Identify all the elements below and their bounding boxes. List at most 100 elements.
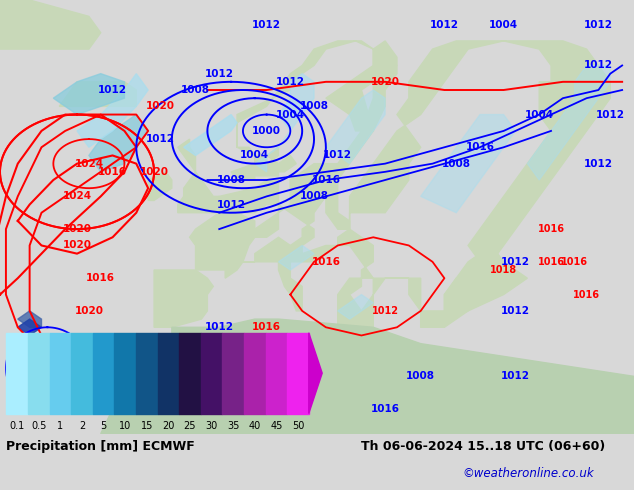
Text: 1004: 1004 <box>276 110 305 120</box>
Text: 1016: 1016 <box>39 339 68 349</box>
Polygon shape <box>219 180 326 262</box>
Polygon shape <box>278 245 314 270</box>
Polygon shape <box>290 41 397 229</box>
Text: 1012: 1012 <box>584 20 613 29</box>
Text: 1020: 1020 <box>371 77 399 87</box>
Polygon shape <box>278 254 302 311</box>
Bar <box>158 333 179 414</box>
Text: 1020: 1020 <box>63 224 91 234</box>
Bar <box>287 333 309 414</box>
Bar <box>6 333 28 414</box>
Text: 30: 30 <box>205 421 217 431</box>
Text: 1000: 1000 <box>252 126 281 136</box>
Text: 1016: 1016 <box>98 167 127 177</box>
Text: 15: 15 <box>141 421 153 431</box>
Text: 1012: 1012 <box>252 404 281 414</box>
Text: 1016: 1016 <box>573 290 600 299</box>
Text: 1016: 1016 <box>538 257 564 267</box>
Polygon shape <box>421 245 527 327</box>
Text: 1012: 1012 <box>205 380 234 390</box>
Text: 1020: 1020 <box>74 306 103 316</box>
Text: 1016: 1016 <box>311 257 340 267</box>
Bar <box>223 333 244 414</box>
Text: 1008: 1008 <box>406 371 435 381</box>
Text: 1008: 1008 <box>299 192 328 201</box>
Text: 1012: 1012 <box>276 77 305 87</box>
Text: 1012: 1012 <box>501 257 530 267</box>
Text: 1020: 1020 <box>139 167 169 177</box>
Text: 1020: 1020 <box>63 241 91 250</box>
Text: 1008: 1008 <box>299 101 328 111</box>
Text: 1008: 1008 <box>442 159 470 169</box>
Polygon shape <box>338 294 373 319</box>
Polygon shape <box>338 41 611 262</box>
Text: 0.5: 0.5 <box>31 421 46 431</box>
Polygon shape <box>231 41 397 180</box>
Text: 1012: 1012 <box>501 306 530 316</box>
Text: 1012: 1012 <box>584 60 613 71</box>
Polygon shape <box>326 90 385 164</box>
Polygon shape <box>77 74 148 147</box>
Polygon shape <box>89 115 148 172</box>
Text: 45: 45 <box>270 421 283 431</box>
Text: 1008: 1008 <box>181 85 210 95</box>
Text: 1024: 1024 <box>74 159 103 169</box>
Text: 1004: 1004 <box>240 150 269 160</box>
Text: 10: 10 <box>119 421 131 431</box>
Bar <box>49 333 71 414</box>
Polygon shape <box>309 333 322 414</box>
Text: 1018: 1018 <box>490 265 517 275</box>
Text: 1012: 1012 <box>98 85 127 95</box>
Polygon shape <box>255 155 278 176</box>
Polygon shape <box>148 172 172 200</box>
Polygon shape <box>421 115 515 213</box>
Text: 1012: 1012 <box>430 20 459 29</box>
Text: 1016: 1016 <box>86 273 115 283</box>
Text: 1016: 1016 <box>561 257 588 267</box>
Bar <box>244 333 266 414</box>
Text: 1016: 1016 <box>371 404 399 414</box>
Text: 1: 1 <box>57 421 63 431</box>
Polygon shape <box>178 139 219 213</box>
Text: 1912: 1912 <box>27 380 56 390</box>
Text: 1012: 1012 <box>372 306 399 316</box>
Polygon shape <box>101 319 634 434</box>
Text: 1012: 1012 <box>145 134 174 144</box>
Bar <box>179 333 201 414</box>
Polygon shape <box>53 74 124 115</box>
Text: 1016: 1016 <box>98 339 127 349</box>
Text: 1004: 1004 <box>524 110 553 120</box>
Text: 2: 2 <box>79 421 85 431</box>
Bar <box>93 333 114 414</box>
Text: 1020: 1020 <box>145 101 174 111</box>
Bar <box>136 333 158 414</box>
Text: 1016: 1016 <box>465 142 495 152</box>
Text: 5: 5 <box>100 421 107 431</box>
Polygon shape <box>190 204 255 278</box>
Polygon shape <box>0 0 101 49</box>
Polygon shape <box>18 343 41 360</box>
Text: 1004: 1004 <box>489 20 518 29</box>
Text: 1012: 1012 <box>39 404 68 414</box>
Polygon shape <box>255 74 314 172</box>
Polygon shape <box>154 270 213 327</box>
Text: 1016: 1016 <box>311 175 340 185</box>
Text: 25: 25 <box>184 421 196 431</box>
Bar <box>114 333 136 414</box>
Text: 1016: 1016 <box>538 224 564 234</box>
Bar <box>71 333 93 414</box>
Bar <box>266 333 287 414</box>
Text: 50: 50 <box>292 421 304 431</box>
Polygon shape <box>290 229 373 327</box>
Text: 1012: 1012 <box>323 150 353 160</box>
Polygon shape <box>527 66 611 180</box>
Polygon shape <box>184 115 237 155</box>
Bar <box>201 333 223 414</box>
Polygon shape <box>243 237 290 262</box>
Text: 1008: 1008 <box>217 175 245 185</box>
Text: 1024: 1024 <box>63 192 91 201</box>
Text: 1012: 1012 <box>501 371 530 381</box>
Text: 0.1: 0.1 <box>10 421 25 431</box>
Polygon shape <box>18 319 41 336</box>
Text: 1016: 1016 <box>252 322 281 332</box>
